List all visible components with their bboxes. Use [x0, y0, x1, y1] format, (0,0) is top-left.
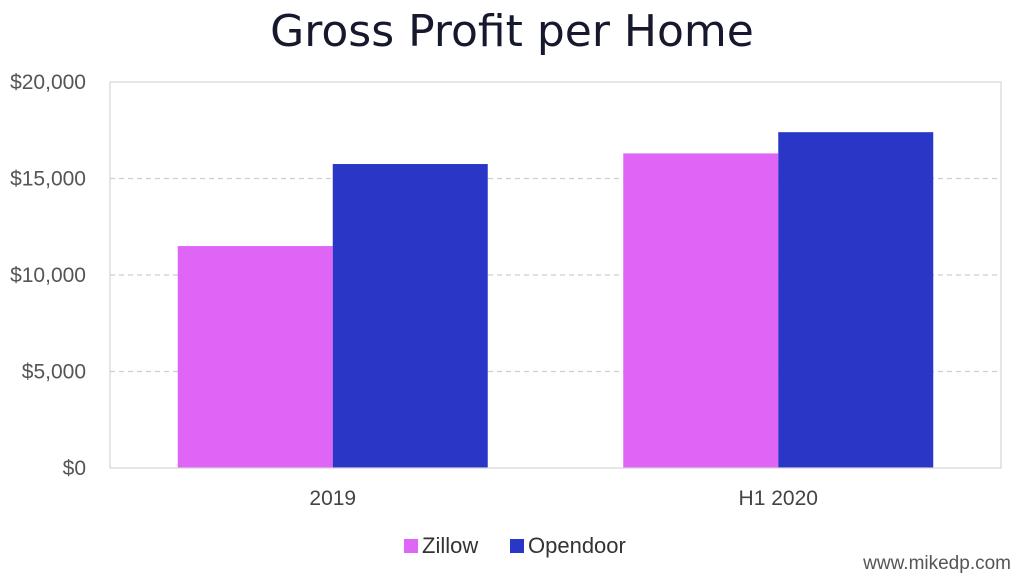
y-tick-label: $0 [63, 457, 86, 480]
x-category-label: H1 2020 [739, 487, 818, 510]
bar-zillow-2019 [177, 246, 333, 468]
y-tick-label: $5,000 [22, 361, 86, 384]
y-axis-ticks: $0 $5,000 $10,000 $15,000 $20,000 [10, 71, 86, 480]
y-tick-label: $10,000 [10, 264, 86, 287]
legend-label-opendoor: Opendoor [528, 533, 626, 558]
legend-swatch-zillow [404, 539, 418, 553]
legend: Zillow Opendoor [404, 533, 626, 558]
legend-swatch-opendoor [510, 539, 524, 553]
y-tick-label: $20,000 [10, 71, 86, 94]
x-axis-categories: 2019 H1 2020 [309, 487, 818, 510]
chart-title: Gross Profit per Home [270, 6, 754, 57]
bar-opendoor-2019 [332, 164, 488, 468]
bar-zillow-h1-2020 [623, 153, 779, 468]
plot-area-border [109, 81, 1002, 469]
credit-watermark: www.mikedp.com [862, 553, 1011, 574]
legend-label-zillow: Zillow [422, 533, 478, 558]
bars [177, 132, 934, 468]
y-tick-label: $15,000 [10, 168, 86, 191]
bar-opendoor-h1-2020 [778, 132, 934, 468]
x-category-label: 2019 [309, 487, 356, 510]
